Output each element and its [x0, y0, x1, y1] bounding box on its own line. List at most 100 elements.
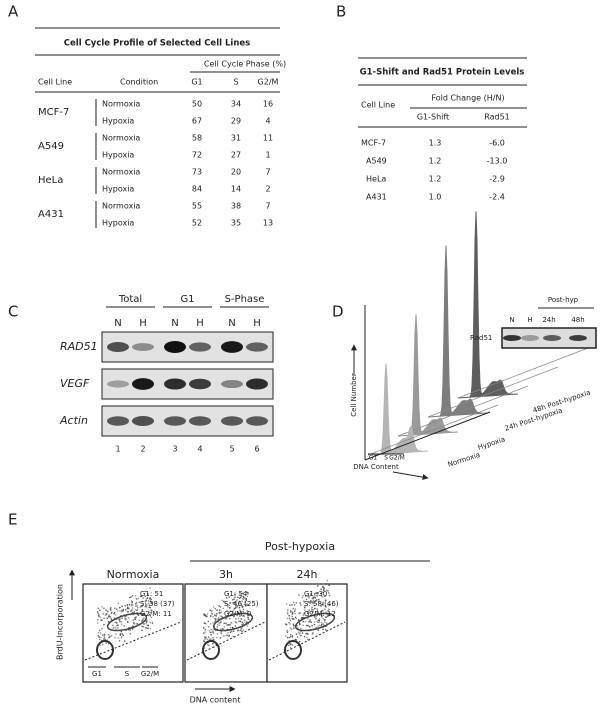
dot: [203, 614, 205, 616]
dot: [311, 602, 314, 604]
dot: [316, 595, 318, 597]
dot: [147, 624, 150, 627]
lane-number: 6: [254, 445, 259, 454]
dot: [113, 617, 116, 619]
plot-title: Normoxia: [107, 568, 160, 581]
dot: [236, 606, 238, 608]
phase-label: G2/M: [141, 670, 159, 678]
blot-band: [503, 335, 521, 341]
dot: [119, 607, 121, 609]
dot: [289, 627, 292, 629]
dot: [291, 635, 294, 637]
dot: [144, 595, 146, 598]
dot: [143, 617, 145, 619]
dot: [146, 621, 148, 623]
condition: Normoxia: [102, 100, 140, 109]
dot: [204, 622, 206, 624]
dot: [241, 630, 243, 632]
dot: [218, 624, 221, 626]
dot: [239, 600, 241, 603]
dot: [240, 602, 242, 605]
dot: [320, 605, 322, 607]
dot: [287, 609, 289, 611]
dot: [227, 632, 229, 634]
dot: [114, 607, 116, 609]
dot: [233, 607, 236, 610]
column-header: Condition: [120, 78, 158, 87]
dot: [240, 596, 242, 598]
dot: [244, 597, 246, 599]
condition: Normoxia: [102, 202, 140, 211]
dot: [110, 617, 112, 619]
dot: [119, 633, 122, 635]
dot: [294, 638, 296, 641]
dot: [119, 618, 121, 620]
dot: [234, 621, 236, 623]
dot: [318, 624, 321, 627]
dot: [113, 611, 116, 614]
dot: [115, 608, 118, 610]
dot: [128, 607, 130, 610]
condition: Normoxia: [102, 134, 140, 143]
dot: [237, 629, 240, 631]
dot: [309, 601, 312, 603]
dot: [309, 626, 311, 628]
dot: [237, 596, 239, 599]
stat: S: 38 (37): [140, 600, 175, 608]
dot: [130, 614, 132, 616]
dot: [116, 622, 118, 624]
dot: [242, 592, 244, 594]
dot: [318, 621, 320, 624]
dot: [291, 644, 294, 646]
inset-group: Post-hyp: [548, 296, 579, 304]
dot: [149, 598, 151, 600]
lane-group: Total: [118, 294, 142, 305]
gel-band: [132, 416, 154, 426]
dot: [303, 600, 305, 602]
dot: [103, 633, 105, 636]
inset-lane: N: [509, 316, 514, 324]
gene-label: VEGF: [60, 377, 90, 390]
condition: Hypoxia: [102, 151, 134, 160]
dot: [327, 613, 329, 616]
dot: [314, 602, 316, 604]
dot: [101, 634, 104, 636]
dot: [121, 611, 123, 613]
dot: [216, 609, 218, 611]
dot: [324, 619, 326, 621]
dot: [208, 638, 211, 640]
dot: [143, 612, 146, 614]
dot: [107, 643, 110, 645]
dot: [124, 605, 126, 607]
dot: [312, 608, 314, 611]
gel-band: [246, 342, 268, 352]
histogram-base: [367, 404, 499, 456]
cell-value: -13.0: [487, 157, 508, 166]
cell-value: 4: [265, 117, 270, 126]
dot: [314, 607, 316, 610]
dot: [315, 592, 318, 595]
dot: [97, 611, 99, 613]
dot: [220, 620, 222, 623]
dot: [122, 610, 124, 612]
plot-frame: [82, 583, 184, 683]
dot: [233, 612, 235, 614]
dot: [103, 617, 105, 620]
dot: [302, 595, 304, 597]
dot: [122, 608, 125, 611]
dot: [133, 622, 135, 624]
histogram-base: [427, 366, 559, 418]
cell-value: 31: [231, 134, 241, 143]
cell-value: 1.0: [429, 193, 442, 202]
dot: [131, 601, 133, 604]
dot: [136, 622, 138, 625]
dot: [138, 601, 140, 603]
dot: [141, 595, 143, 597]
dot: [118, 618, 120, 620]
dot: [146, 624, 148, 627]
dot: [314, 593, 316, 595]
dot: [229, 624, 231, 626]
dot: [302, 617, 304, 619]
gel-band: [189, 342, 211, 352]
